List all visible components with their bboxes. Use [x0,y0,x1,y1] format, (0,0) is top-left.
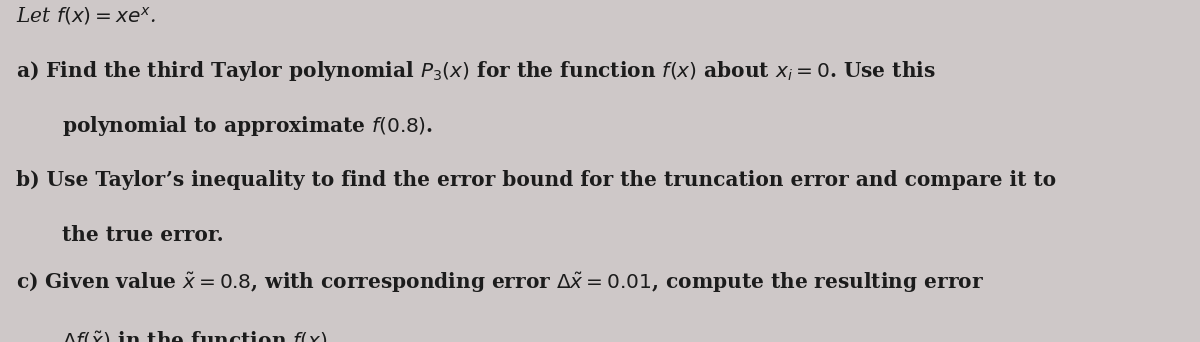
Text: Let $f(x)=xe^x$.: Let $f(x)=xe^x$. [16,5,156,27]
Text: polynomial to approximate $f(0.8)$.: polynomial to approximate $f(0.8)$. [62,114,433,138]
Text: a) Find the third Taylor polynomial $P_3(x)$ for the function $f(x)$ about $x_i : a) Find the third Taylor polynomial $P_3… [16,59,936,83]
Text: b) Use Taylor’s inequality to find the error bound for the truncation error and : b) Use Taylor’s inequality to find the e… [16,170,1056,190]
Text: the true error.: the true error. [62,225,224,245]
Text: c) Given value $\tilde{x}=0.8$, with corresponding error $\Delta\tilde{x}=0.01$,: c) Given value $\tilde{x}=0.8$, with cor… [16,271,984,295]
Text: $\Delta f(\tilde{x})$ in the function $f(x)$.: $\Delta f(\tilde{x})$ in the function $f… [62,329,335,342]
